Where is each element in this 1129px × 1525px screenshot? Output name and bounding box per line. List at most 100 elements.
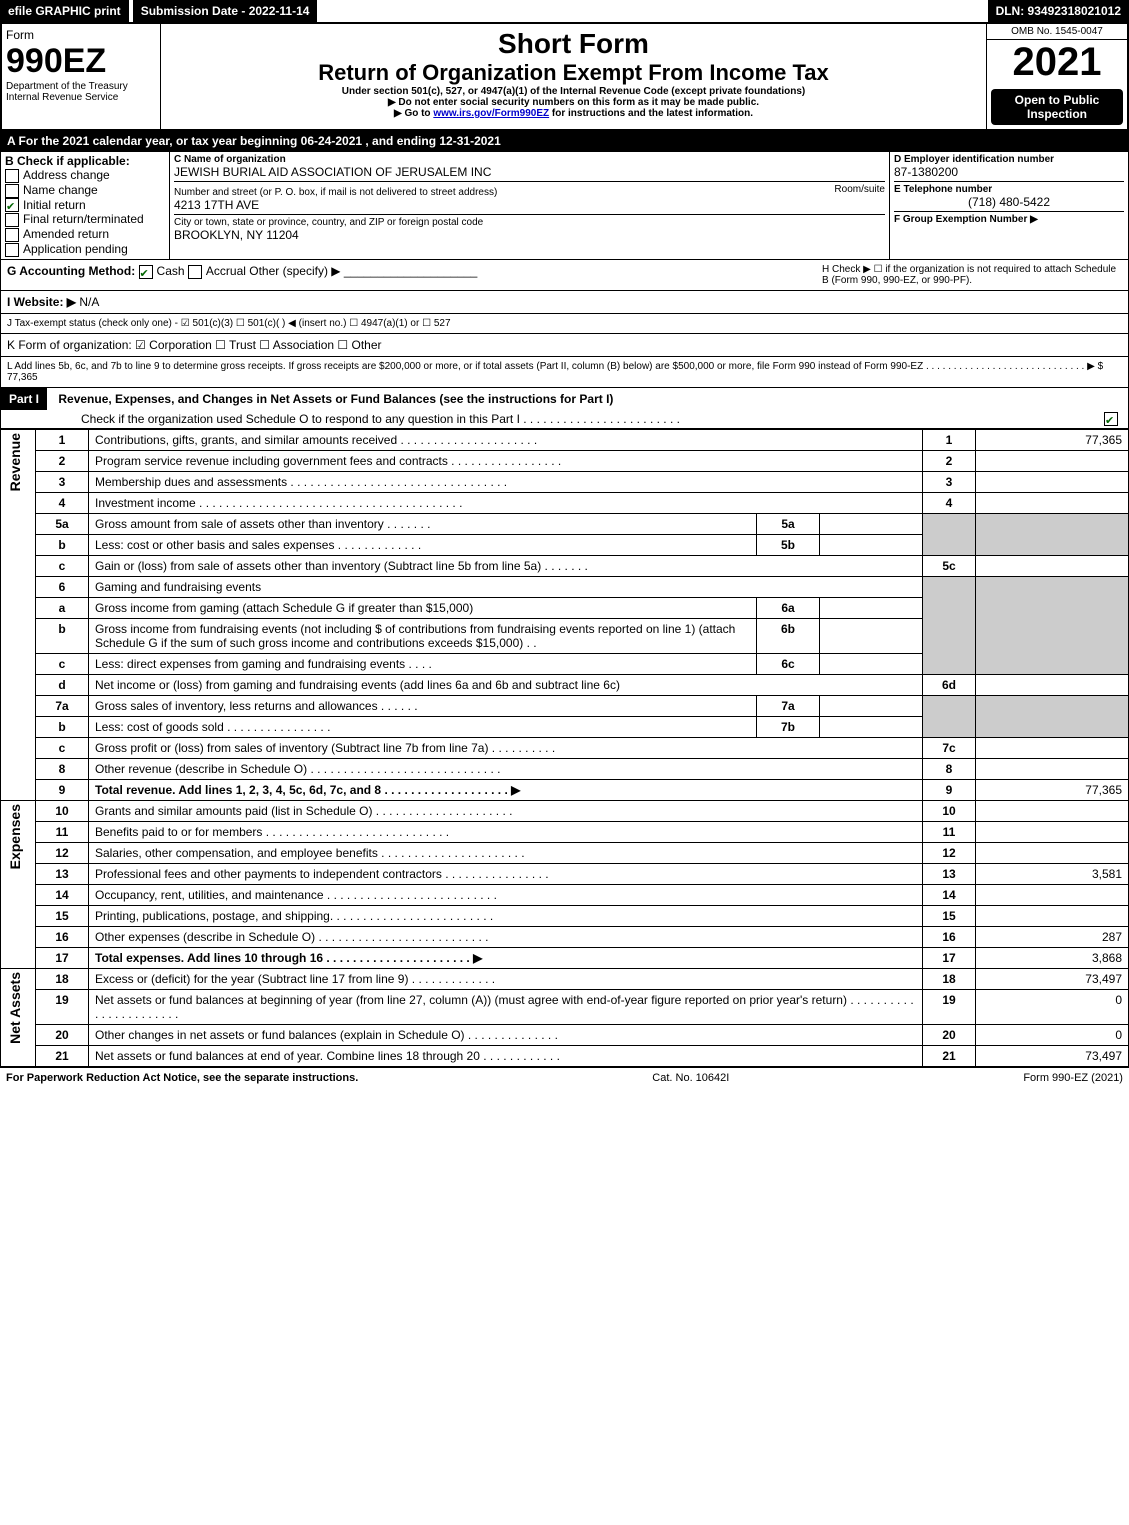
line-7c-desc: Gross profit or (loss) from sales of inv… <box>89 737 923 758</box>
line-num-7c: c <box>36 737 89 758</box>
line-6d-amt <box>976 674 1129 695</box>
revenue-section-label: Revenue <box>7 433 23 491</box>
line-7b-desc: Less: cost of goods sold . . . . . . . .… <box>89 716 757 737</box>
line-8-amt <box>976 758 1129 779</box>
line-6b-desc: Gross income from fundraising events (no… <box>89 618 757 653</box>
chk-accrual[interactable]: Accrual <box>188 264 246 278</box>
line-7b-subval <box>820 716 923 737</box>
line-16-rnum: 16 <box>923 926 976 947</box>
cat-no: Cat. No. 10642I <box>652 1072 729 1084</box>
page-footer: For Paperwork Reduction Act Notice, see … <box>0 1067 1129 1088</box>
line-12-rnum: 12 <box>923 842 976 863</box>
name-label: C Name of organization <box>174 154 885 165</box>
city-state-zip: BROOKLYN, NY 11204 <box>174 228 885 242</box>
line-3-rnum: 3 <box>923 471 976 492</box>
chk-cash[interactable]: Cash <box>139 264 185 278</box>
section-l: L Add lines 5b, 6c, and 7b to line 9 to … <box>0 357 1129 388</box>
chk-schedule-o[interactable] <box>1104 412 1118 426</box>
line-17-desc: Total expenses. Add lines 10 through 16 … <box>89 947 923 968</box>
line-num-6c: c <box>36 653 89 674</box>
line-num-9: 9 <box>36 779 89 800</box>
chk-name-change[interactable]: Name change <box>5 183 165 198</box>
line-13-rnum: 13 <box>923 863 976 884</box>
line-10-amt <box>976 800 1129 821</box>
chk-final-return-label: Final return/terminated <box>23 212 144 226</box>
line-num-7a: 7a <box>36 695 89 716</box>
header-left: Form 990EZ Department of the Treasury In… <box>2 24 161 129</box>
under-section: Under section 501(c), 527, or 4947(a)(1)… <box>165 86 982 97</box>
line-12-desc: Salaries, other compensation, and employ… <box>89 842 923 863</box>
org-name: JEWISH BURIAL AID ASSOCIATION OF JERUSAL… <box>174 165 885 179</box>
shaded-5ab-amt <box>976 513 1129 555</box>
chk-address-change[interactable]: Address change <box>5 168 165 183</box>
irs-link[interactable]: www.irs.gov/Form990EZ <box>433 108 549 119</box>
line-1-rnum: 1 <box>923 429 976 450</box>
submission-date: Submission Date - 2022-11-14 <box>133 0 318 22</box>
line-num-10: 10 <box>36 800 89 821</box>
phone-label: E Telephone number <box>894 181 1124 195</box>
line-5a-subval <box>820 513 923 534</box>
chk-amended-return-label: Amended return <box>23 227 109 241</box>
line-5b-subval <box>820 534 923 555</box>
line-5a-desc: Gross amount from sale of assets other t… <box>89 513 757 534</box>
street-address: 4213 17TH AVE <box>174 198 885 212</box>
line-5b-sub: 5b <box>757 534 820 555</box>
line-7a-subval <box>820 695 923 716</box>
line-6b-sub: 6b <box>757 618 820 653</box>
section-gh: G Accounting Method: Cash Accrual Other … <box>0 260 1129 291</box>
line-7a-sub: 7a <box>757 695 820 716</box>
line-9-desc: Total revenue. Add lines 1, 2, 3, 4, 5c,… <box>89 779 923 800</box>
line-5a-sub: 5a <box>757 513 820 534</box>
cash-label: Cash <box>157 264 185 278</box>
line-20-amt: 0 <box>976 1024 1129 1045</box>
phone-value: (718) 480-5422 <box>894 195 1124 209</box>
line-3-amt <box>976 471 1129 492</box>
chk-final-return[interactable]: Final return/terminated <box>5 212 165 227</box>
part1-header: Part I Revenue, Expenses, and Changes in… <box>0 388 1129 429</box>
line-7b-sub: 7b <box>757 716 820 737</box>
line-7a-desc: Gross sales of inventory, less returns a… <box>89 695 757 716</box>
section-k: K Form of organization: ☑ Corporation ☐ … <box>0 334 1129 357</box>
tax-year: 2021 <box>987 40 1127 85</box>
line-num-20: 20 <box>36 1024 89 1045</box>
line-num-5a: 5a <box>36 513 89 534</box>
chk-initial-return[interactable]: Initial return <box>5 198 165 213</box>
shaded-5ab <box>923 513 976 555</box>
efile-print-label[interactable]: efile GRAPHIC print <box>0 0 129 22</box>
line-10-desc: Grants and similar amounts paid (list in… <box>89 800 923 821</box>
line-1-desc: Contributions, gifts, grants, and simila… <box>89 429 923 450</box>
part1-title: Revenue, Expenses, and Changes in Net As… <box>50 392 613 406</box>
chk-amended-return[interactable]: Amended return <box>5 227 165 242</box>
line-num-6: 6 <box>36 576 89 597</box>
line-num-17: 17 <box>36 947 89 968</box>
dln: DLN: 93492318021012 <box>988 0 1129 22</box>
line-17-rnum: 17 <box>923 947 976 968</box>
line-num-21: 21 <box>36 1045 89 1066</box>
goto-link[interactable]: ▶ Go to www.irs.gov/Form990EZ for instru… <box>165 108 982 119</box>
section-def: D Employer identification number 87-1380… <box>890 152 1128 259</box>
line-6a-desc: Gross income from gaming (attach Schedul… <box>89 597 757 618</box>
line-num-2: 2 <box>36 450 89 471</box>
line-21-amt: 73,497 <box>976 1045 1129 1066</box>
shaded-7ab-amt <box>976 695 1129 737</box>
pra-notice: For Paperwork Reduction Act Notice, see … <box>6 1072 358 1084</box>
chk-initial-return-label: Initial return <box>23 198 86 212</box>
line-8-desc: Other revenue (describe in Schedule O) .… <box>89 758 923 779</box>
form-label: Form <box>6 28 156 42</box>
room-label: Room/suite <box>834 184 885 195</box>
line-15-desc: Printing, publications, postage, and shi… <box>89 905 923 926</box>
line-21-desc: Net assets or fund balances at end of ye… <box>89 1045 923 1066</box>
line-num-6b: b <box>36 618 89 653</box>
line-18-amt: 73,497 <box>976 968 1129 989</box>
ein-value: 87-1380200 <box>894 165 1124 179</box>
line-6c-sub: 6c <box>757 653 820 674</box>
group-exemption-label: F Group Exemption Number ▶ <box>894 211 1124 225</box>
section-j: J Tax-exempt status (check only one) - ☑… <box>0 314 1129 334</box>
section-g: G Accounting Method: Cash Accrual Other … <box>7 264 822 286</box>
line-16-amt: 287 <box>976 926 1129 947</box>
line-1-amt: 77,365 <box>976 429 1129 450</box>
line-20-rnum: 20 <box>923 1024 976 1045</box>
chk-application-pending[interactable]: Application pending <box>5 242 165 257</box>
street-label: Number and street (or P. O. box, if mail… <box>174 187 497 198</box>
chk-address-change-label: Address change <box>23 168 110 182</box>
